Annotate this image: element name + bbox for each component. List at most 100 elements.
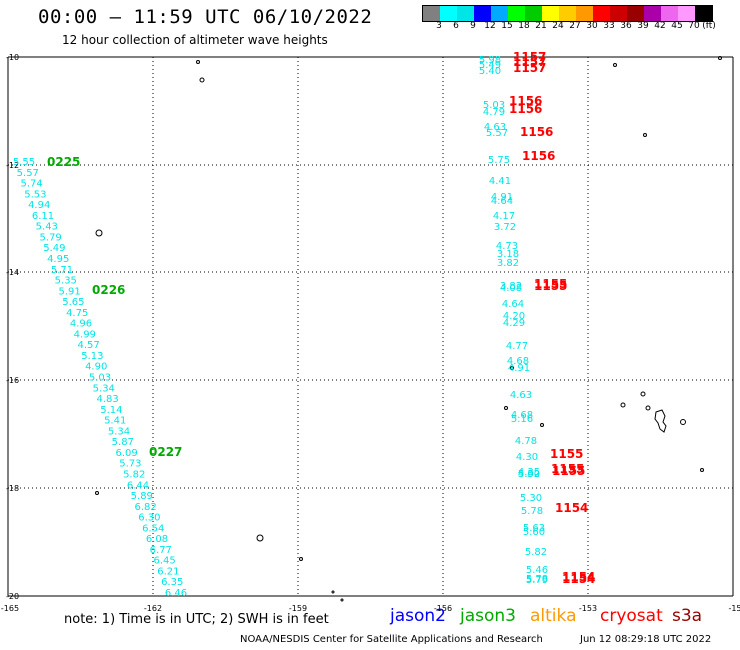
pass-time-label-red: 1155 xyxy=(534,279,567,293)
wave-height-value: 5.63 xyxy=(523,523,545,534)
wave-height-value: 5.03 xyxy=(483,100,505,111)
pass-time-label-green: 0226 xyxy=(92,283,125,297)
pass-time-label-red: 1156 xyxy=(509,102,542,116)
wave-height-value: 5.60 xyxy=(523,527,545,538)
island-outline xyxy=(340,598,344,602)
axis-tick-labels: -165 -162 -159 -156 -153 -15 -10 -12 -14 -16 -18 -2… xyxy=(1,53,740,613)
island-outline xyxy=(718,56,722,60)
wave-height-value: 4.79 xyxy=(483,107,505,118)
wave-height-value: 5.57 xyxy=(486,128,508,139)
map-subtitle: 12 hour collection of altimeter wave hei… xyxy=(62,33,328,47)
color-swatch xyxy=(525,6,542,21)
color-swatch xyxy=(440,6,457,21)
wave-height-value: 6.45 xyxy=(153,556,175,567)
color-swatch xyxy=(542,6,559,21)
pass-time-label-green: 0227 xyxy=(149,445,182,459)
wave-height-value: 5.91 xyxy=(58,286,80,297)
wave-height-value: 6.44 xyxy=(127,480,149,491)
y-tick-label: -18 xyxy=(6,484,19,493)
color-swatch xyxy=(423,6,440,21)
wave-height-value: 5.71 xyxy=(51,265,73,276)
wave-height-value: 4.91 xyxy=(491,192,513,203)
wave-height-value: 4.50 xyxy=(518,469,540,480)
island-outline xyxy=(504,406,508,410)
wave-height-value: 5.13 xyxy=(81,351,103,362)
x-tick-label: -165 xyxy=(1,604,19,613)
color-legend-label: 36 xyxy=(620,21,632,31)
wave-height-value: 3.82 xyxy=(497,258,519,269)
color-swatch xyxy=(576,6,593,21)
color-legend-label: 30 xyxy=(586,21,598,31)
color-legend-label: (ft) xyxy=(702,21,716,31)
island-outline xyxy=(654,409,667,433)
color-legend-label: 24 xyxy=(552,21,564,31)
pass-time-label-red: 1155 xyxy=(551,462,584,476)
wave-height-value: 3.82 xyxy=(500,281,522,292)
wave-height-value: 5.75 xyxy=(488,155,510,166)
island-outline xyxy=(510,366,514,370)
wave-height-value: 6.77 xyxy=(150,545,172,556)
wave-height-value: 5.98 xyxy=(479,55,501,66)
wave-height-value: 5.49 xyxy=(43,243,65,254)
wave-height-value: 6.09 xyxy=(115,448,137,459)
wave-height-value: 5.55 xyxy=(13,157,35,168)
color-legend-label: 9 xyxy=(470,21,476,31)
island-outline xyxy=(700,468,704,472)
wave-height-value: 5.49 xyxy=(479,60,501,71)
map-grid xyxy=(7,56,734,597)
wave-height-value: 5.89 xyxy=(131,491,153,502)
wave-height-value: 4.20 xyxy=(503,311,525,322)
satellite-legend-item: s3a xyxy=(672,606,703,626)
credit-text: NOAA/NESDIS Center for Satellite Applica… xyxy=(240,634,543,645)
pass-time-label-red: 1157 xyxy=(513,61,546,75)
wave-height-value: 4.83 xyxy=(96,394,118,405)
island-outline xyxy=(256,534,264,542)
color-legend-labels: 3 6 9 12 15 18 21 24 27 30 33 36 39 42 45 70 (ft) xyxy=(422,21,732,33)
wave-height-value: 4.64 xyxy=(502,299,524,310)
wave-height-value: 5.65 xyxy=(62,297,84,308)
pass-time-label-red: 1154 xyxy=(555,501,588,515)
wave-height-value: 6.08 xyxy=(146,534,168,545)
wave-height-value: 5.79 xyxy=(526,575,548,586)
island-outline xyxy=(680,419,686,425)
wave-height-value: 4.17 xyxy=(493,211,515,222)
wave-height-value: 4.29 xyxy=(503,318,525,329)
color-swatch xyxy=(457,6,474,21)
wave-height-value: 5.79 xyxy=(39,232,61,243)
wave-height-value: 5.78 xyxy=(521,506,543,517)
wave-track-west: 5.555.575.745.534.946.115.435.795.494.95… xyxy=(13,157,187,599)
satellite-legend-item: jason3 xyxy=(460,606,516,626)
wave-height-value: 5.82 xyxy=(525,547,547,558)
wave-height-value: 5.46 xyxy=(526,565,548,576)
wave-height-value: 4.77 xyxy=(506,341,528,352)
wave-height-value: 5.16 xyxy=(511,414,533,425)
color-swatch xyxy=(474,6,491,21)
island-outlines xyxy=(95,56,722,602)
color-legend-label: 3 xyxy=(436,21,442,31)
color-swatch xyxy=(610,6,627,21)
wave-height-value: 6.21 xyxy=(157,566,179,577)
color-legend-label: 12 xyxy=(484,21,496,31)
wave-height-value: 4.96 xyxy=(70,319,92,330)
wave-height-value: 6.30 xyxy=(138,513,160,524)
island-outline xyxy=(199,77,205,83)
wave-height-value: 5.02 xyxy=(518,469,540,480)
wave-height-value: 4.90 xyxy=(85,362,107,373)
color-swatch xyxy=(627,6,644,21)
wave-height-value: 4.78 xyxy=(515,436,537,447)
wave-height-value: 5.30 xyxy=(520,493,542,504)
wave-height-value: 4.73 xyxy=(496,241,518,252)
color-legend-label: 27 xyxy=(569,21,581,31)
island-outline xyxy=(299,557,303,561)
pass-time-label-red: 1156 xyxy=(520,125,553,139)
color-swatch xyxy=(695,6,712,21)
pass-time-label-red: 1156 xyxy=(522,149,555,163)
wave-height-value: 4.41 xyxy=(489,176,511,187)
satellite-legend-item: jason2 xyxy=(390,606,446,626)
color-swatch xyxy=(559,6,576,21)
pass-time-label-red: 1157 xyxy=(513,50,546,64)
color-legend-label: 21 xyxy=(535,21,547,31)
island-outline xyxy=(540,423,544,427)
wave-height-value: 3.72 xyxy=(494,222,516,233)
pass-time-label-green: 0225 xyxy=(47,155,80,169)
